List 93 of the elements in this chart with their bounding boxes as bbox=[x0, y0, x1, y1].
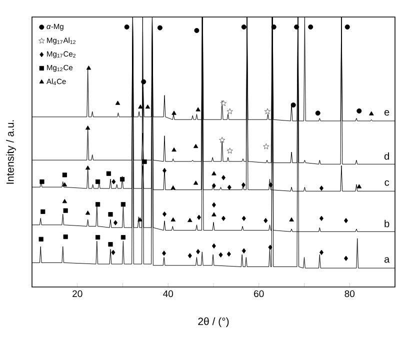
point bbox=[120, 202, 126, 207]
point bbox=[170, 217, 176, 222]
point bbox=[145, 104, 150, 109]
point bbox=[63, 208, 68, 213]
point bbox=[196, 107, 200, 112]
point bbox=[356, 184, 362, 188]
point bbox=[188, 218, 192, 222]
point bbox=[194, 28, 200, 33]
point bbox=[62, 182, 68, 186]
series-label: e bbox=[384, 110, 390, 116]
point bbox=[112, 179, 116, 184]
point bbox=[188, 253, 192, 258]
point bbox=[193, 144, 198, 148]
point bbox=[115, 100, 120, 105]
point bbox=[38, 236, 44, 242]
point bbox=[106, 171, 111, 176]
point bbox=[85, 210, 90, 215]
series-label: d bbox=[384, 152, 389, 160]
point bbox=[241, 24, 246, 30]
point bbox=[196, 214, 201, 220]
point bbox=[212, 183, 216, 188]
point bbox=[221, 175, 226, 180]
series-label: a bbox=[384, 257, 390, 263]
point bbox=[85, 166, 90, 170]
point bbox=[212, 243, 216, 249]
point bbox=[62, 198, 68, 204]
point bbox=[63, 234, 68, 240]
point bbox=[108, 242, 113, 247]
point bbox=[111, 250, 116, 256]
point bbox=[268, 244, 272, 250]
point bbox=[86, 66, 92, 70]
point bbox=[96, 179, 100, 184]
x-tick-label: 60 bbox=[254, 290, 264, 298]
point bbox=[344, 24, 350, 30]
point bbox=[212, 202, 216, 208]
point bbox=[294, 24, 300, 30]
point bbox=[241, 182, 246, 188]
point bbox=[124, 24, 130, 30]
point bbox=[226, 251, 231, 257]
point bbox=[242, 216, 246, 222]
series-label: b bbox=[384, 220, 390, 228]
point bbox=[138, 104, 143, 109]
point bbox=[219, 136, 226, 143]
point bbox=[320, 186, 324, 191]
series-label: c bbox=[384, 180, 390, 186]
point bbox=[62, 172, 67, 178]
point bbox=[120, 176, 125, 182]
point bbox=[263, 143, 270, 150]
point bbox=[290, 102, 296, 108]
point bbox=[212, 171, 216, 176]
point bbox=[369, 111, 374, 116]
point bbox=[356, 108, 362, 114]
point bbox=[162, 168, 166, 174]
x-tick-label: 80 bbox=[344, 290, 355, 298]
point bbox=[40, 179, 44, 184]
point bbox=[141, 79, 146, 84]
point bbox=[172, 147, 176, 152]
point bbox=[108, 212, 113, 217]
point bbox=[96, 202, 100, 207]
point bbox=[264, 108, 271, 114]
point bbox=[226, 148, 233, 154]
x-axis-title: 2θ / (°) bbox=[198, 317, 229, 328]
point bbox=[40, 209, 46, 214]
point bbox=[268, 182, 273, 188]
x-tick-label: 20 bbox=[72, 290, 82, 298]
point bbox=[157, 25, 162, 30]
point bbox=[221, 216, 226, 222]
point bbox=[212, 212, 216, 216]
point bbox=[271, 24, 276, 30]
point bbox=[193, 180, 198, 185]
y-axis-title: Intensity / a.u. bbox=[6, 120, 16, 184]
point bbox=[220, 100, 227, 106]
point bbox=[162, 250, 166, 256]
point bbox=[162, 212, 166, 217]
point bbox=[138, 217, 142, 222]
point bbox=[218, 252, 223, 258]
point bbox=[227, 184, 232, 190]
point bbox=[120, 235, 126, 240]
point bbox=[308, 24, 314, 30]
point bbox=[113, 220, 118, 226]
point bbox=[142, 159, 147, 164]
point bbox=[242, 248, 246, 254]
point bbox=[315, 110, 320, 116]
point bbox=[264, 218, 268, 224]
point bbox=[289, 217, 294, 222]
x-tick-label: 40 bbox=[163, 290, 174, 298]
point bbox=[170, 185, 176, 190]
point bbox=[344, 256, 348, 261]
point bbox=[96, 235, 100, 240]
point bbox=[85, 126, 90, 130]
point bbox=[172, 110, 176, 115]
point bbox=[196, 249, 200, 254]
point bbox=[226, 108, 233, 114]
